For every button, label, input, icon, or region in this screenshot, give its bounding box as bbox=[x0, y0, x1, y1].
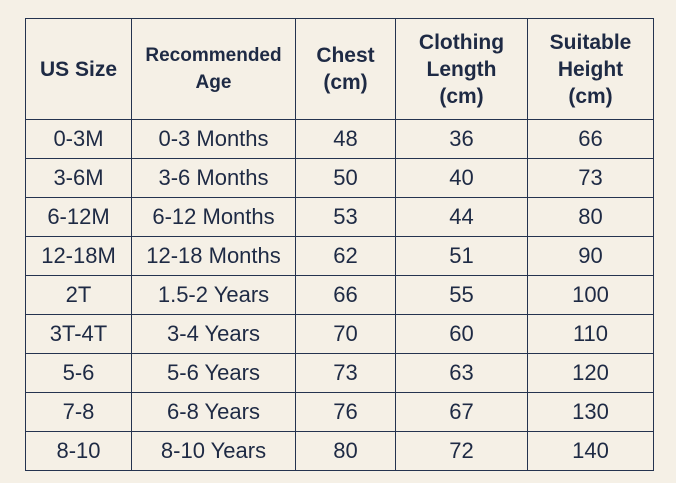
cell-height: 66 bbox=[527, 119, 654, 159]
cell-age: 0-3 Months bbox=[131, 119, 296, 159]
cell-chest: 80 bbox=[295, 431, 396, 471]
cell-height: 80 bbox=[527, 197, 654, 237]
header-clothing-length: Clothing Length (cm) bbox=[395, 18, 528, 120]
cell-height: 140 bbox=[527, 431, 654, 471]
cell-height: 110 bbox=[527, 314, 654, 354]
cell-chest: 50 bbox=[295, 158, 396, 198]
cell-chest: 53 bbox=[295, 197, 396, 237]
header-suitable-height: Suitable Height (cm) bbox=[527, 18, 654, 120]
cell-length: 60 bbox=[395, 314, 528, 354]
size-chart-table: US Size Recommended Age Chest (cm) Cloth… bbox=[25, 18, 654, 471]
table-row: 12-18M 12-18 Months 62 51 90 bbox=[25, 236, 654, 276]
cell-age: 5-6 Years bbox=[131, 353, 296, 393]
table-row: 0-3M 0-3 Months 48 36 66 bbox=[25, 119, 654, 159]
cell-us-size: 3T-4T bbox=[25, 314, 132, 354]
table-row: 6-12M 6-12 Months 53 44 80 bbox=[25, 197, 654, 237]
cell-age: 12-18 Months bbox=[131, 236, 296, 276]
cell-height: 120 bbox=[527, 353, 654, 393]
cell-us-size: 7-8 bbox=[25, 392, 132, 432]
cell-chest: 66 bbox=[295, 275, 396, 315]
table-row: 3-6M 3-6 Months 50 40 73 bbox=[25, 158, 654, 198]
cell-length: 67 bbox=[395, 392, 528, 432]
cell-chest: 73 bbox=[295, 353, 396, 393]
cell-length: 63 bbox=[395, 353, 528, 393]
cell-us-size: 2T bbox=[25, 275, 132, 315]
table-row: 7-8 6-8 Years 76 67 130 bbox=[25, 392, 654, 432]
cell-age: 8-10 Years bbox=[131, 431, 296, 471]
cell-age: 1.5-2 Years bbox=[131, 275, 296, 315]
cell-chest: 70 bbox=[295, 314, 396, 354]
table-row: 2T 1.5-2 Years 66 55 100 bbox=[25, 275, 654, 315]
header-chest: Chest (cm) bbox=[295, 18, 396, 120]
cell-height: 90 bbox=[527, 236, 654, 276]
cell-length: 40 bbox=[395, 158, 528, 198]
cell-chest: 48 bbox=[295, 119, 396, 159]
header-recommended-age: Recommended Age bbox=[131, 18, 296, 120]
cell-age: 3-4 Years bbox=[131, 314, 296, 354]
cell-us-size: 0-3M bbox=[25, 119, 132, 159]
cell-length: 51 bbox=[395, 236, 528, 276]
cell-us-size: 12-18M bbox=[25, 236, 132, 276]
cell-us-size: 5-6 bbox=[25, 353, 132, 393]
cell-length: 72 bbox=[395, 431, 528, 471]
cell-us-size: 8-10 bbox=[25, 431, 132, 471]
cell-length: 55 bbox=[395, 275, 528, 315]
cell-chest: 76 bbox=[295, 392, 396, 432]
cell-us-size: 3-6M bbox=[25, 158, 132, 198]
cell-length: 36 bbox=[395, 119, 528, 159]
cell-chest: 62 bbox=[295, 236, 396, 276]
table-row: 3T-4T 3-4 Years 70 60 110 bbox=[25, 314, 654, 354]
cell-age: 3-6 Months bbox=[131, 158, 296, 198]
cell-age: 6-8 Years bbox=[131, 392, 296, 432]
table-row: 5-6 5-6 Years 73 63 120 bbox=[25, 353, 654, 393]
cell-height: 100 bbox=[527, 275, 654, 315]
cell-height: 73 bbox=[527, 158, 654, 198]
cell-length: 44 bbox=[395, 197, 528, 237]
cell-age: 6-12 Months bbox=[131, 197, 296, 237]
header-row: US Size Recommended Age Chest (cm) Cloth… bbox=[25, 18, 654, 120]
cell-height: 130 bbox=[527, 392, 654, 432]
cell-us-size: 6-12M bbox=[25, 197, 132, 237]
table-row: 8-10 8-10 Years 80 72 140 bbox=[25, 431, 654, 471]
header-us-size: US Size bbox=[25, 18, 132, 120]
